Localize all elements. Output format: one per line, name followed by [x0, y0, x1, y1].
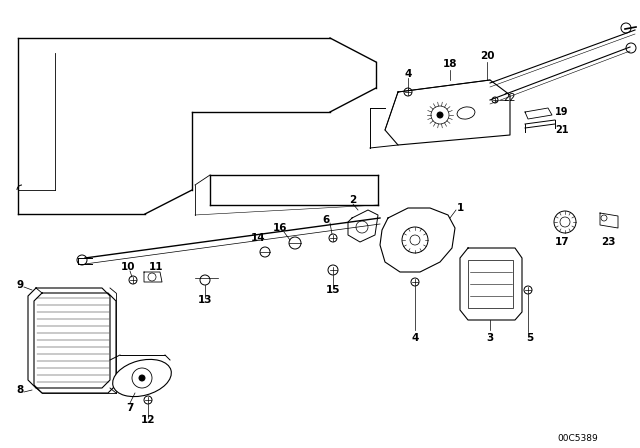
Text: 3: 3 [486, 333, 493, 343]
Text: 12: 12 [141, 415, 156, 425]
Text: 00C5389: 00C5389 [557, 434, 598, 443]
Text: 6: 6 [323, 215, 330, 225]
Text: 4: 4 [412, 333, 419, 343]
Text: 18: 18 [443, 59, 457, 69]
Text: 19: 19 [556, 107, 569, 117]
Text: 7: 7 [126, 403, 134, 413]
Text: 2: 2 [349, 195, 356, 205]
Text: 21: 21 [556, 125, 569, 135]
Text: 15: 15 [326, 285, 340, 295]
Ellipse shape [113, 359, 172, 396]
Text: 10: 10 [121, 262, 135, 272]
Text: 1: 1 [456, 203, 463, 213]
Text: 23: 23 [601, 237, 615, 247]
Text: 14: 14 [251, 233, 266, 243]
Text: 9: 9 [17, 280, 24, 290]
Bar [468, 260, 513, 308]
Text: 4: 4 [404, 69, 412, 79]
Text: 13: 13 [198, 295, 212, 305]
Text: 20: 20 [480, 51, 494, 61]
Circle shape [437, 112, 443, 118]
Text: 17: 17 [555, 237, 570, 247]
Text: 22: 22 [504, 93, 516, 103]
Circle shape [139, 375, 145, 381]
Text: 11: 11 [148, 262, 163, 272]
Text: 5: 5 [526, 333, 534, 343]
Text: 8: 8 [17, 385, 24, 395]
Text: 16: 16 [273, 223, 287, 233]
